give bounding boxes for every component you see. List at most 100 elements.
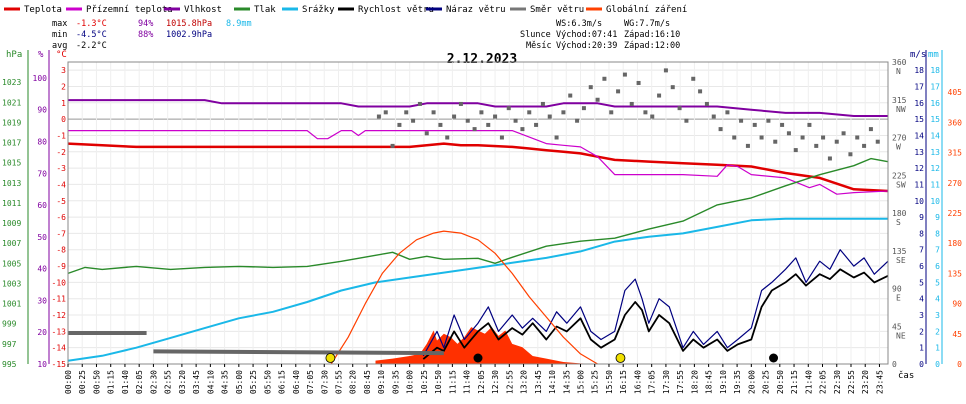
- y-tick-label-temp: -15: [52, 360, 67, 369]
- x-tick-label: 20:50: [776, 370, 785, 394]
- y-tick-label-mm: 8: [935, 229, 940, 238]
- astro-info: WS:6.3m/s WG:7.7m/s Slunce Východ:07:41 …: [520, 19, 680, 51]
- wind-direction-point: [472, 127, 477, 132]
- wind-direction-point: [684, 118, 689, 123]
- stats-min-hum: 88%: [138, 30, 153, 40]
- wind-direction-point: [636, 80, 641, 85]
- y-tick-label-temp: 3: [61, 66, 66, 75]
- y-tick-label-ms: 14: [914, 131, 924, 140]
- x-tick-label: 15:00: [577, 370, 586, 394]
- series-line-rychlost-v-tru: [422, 268, 889, 360]
- legend-item-srazky: Srážky: [282, 5, 335, 15]
- y-tick-label-dir: 180: [892, 209, 907, 218]
- series-line-vlhkost: [68, 99, 888, 117]
- wind-direction-point: [493, 114, 498, 119]
- x-tick-label: 04:35: [221, 370, 230, 394]
- y-tick-label-hpa: 1017: [2, 139, 21, 148]
- y-tick-label-pct: 80: [37, 137, 47, 146]
- wind-direction-point: [868, 127, 873, 132]
- stats-max-rain: 8.9mm: [226, 19, 252, 29]
- y-tick-label-mm: 5: [935, 278, 940, 287]
- x-tick-label: 09:10: [377, 370, 386, 394]
- wind-direction-point: [458, 101, 463, 106]
- moon-marker-icon: [769, 353, 779, 363]
- y-tick-label-temp: -5: [56, 197, 66, 206]
- y-tick-label-ms: 4: [919, 295, 924, 304]
- x-tick-label: 16:15: [619, 370, 628, 394]
- y-tick-label-wm2: 0: [957, 360, 962, 369]
- y-tick-label-dir: 270: [892, 134, 907, 143]
- y-tick-label-ms: 7: [919, 246, 924, 255]
- wind-direction-point: [704, 101, 709, 106]
- y-tick-label-temp: -14: [52, 344, 67, 353]
- x-tick-label: 07:05: [306, 370, 315, 394]
- x-tick-label: 00:25: [78, 370, 87, 394]
- stats-max-hum: 94%: [138, 19, 153, 29]
- y-tick-label-temp: -7: [56, 229, 66, 238]
- wind-direction-point: [827, 156, 832, 161]
- x-tick-label: 11:15: [448, 370, 457, 394]
- legend-label: Teplota: [24, 5, 62, 15]
- y-tick-label-ms: 10: [914, 197, 924, 206]
- y-tick-label-mm: 0: [935, 360, 940, 369]
- axis-unit-hpa: hPa: [6, 50, 22, 60]
- y-tick-label-mm: 11: [930, 180, 940, 189]
- y-tick-label-dir: 0: [892, 360, 897, 369]
- y-tick-label-mm: 14: [930, 131, 940, 140]
- x-tick-label: 00:50: [92, 370, 101, 394]
- wind-direction-point: [732, 135, 737, 140]
- stats-block: max -1.3°C 94% 1015.8hPa 8.9mm min -4.5°…: [52, 19, 252, 51]
- series-line-teplota: [67, 142, 889, 193]
- wind-direction-point: [780, 122, 785, 127]
- y-tick-label-temp: -1: [56, 131, 66, 140]
- sun-label: Slunce: [520, 30, 551, 40]
- y-tick-label-wm2: 405: [948, 88, 963, 97]
- y-tick-label-mm: 4: [935, 295, 940, 304]
- x-tick-label: 12:05: [477, 370, 486, 394]
- axis-unit-temp: °C: [56, 50, 67, 60]
- y-tick-label-mm: 9: [935, 213, 940, 222]
- y-tick-label-mm: 15: [930, 115, 940, 124]
- y-tick-label-wm2: 135: [948, 269, 963, 278]
- wind-direction-point: [848, 152, 853, 157]
- wind-direction-point: [711, 114, 716, 119]
- legend-item-teplota: Teplota: [4, 5, 62, 15]
- y-tick-label-mm: 3: [935, 311, 940, 320]
- y-tick-label-ms: 12: [914, 164, 924, 173]
- x-tick-label: 23:20: [861, 370, 870, 394]
- wind-direction-point: [643, 110, 648, 115]
- x-tick-label: 16:40: [633, 370, 642, 394]
- legend-item-smer-vetru: Směr větru: [510, 5, 584, 15]
- y-tick-label-hpa: 997: [2, 340, 17, 349]
- x-tick-label: 01:15: [107, 370, 116, 394]
- legend-label: Srážky: [302, 5, 335, 15]
- y-tick-label-wm2: 270: [948, 179, 963, 188]
- x-tick-label: 05:00: [235, 370, 244, 394]
- x-tick-label: 00:00: [64, 370, 73, 394]
- x-tick-label: 22:30: [833, 370, 842, 394]
- y-tick-label-hpa: 995: [2, 360, 17, 369]
- legend-label: Globální záření: [606, 5, 687, 15]
- y-tick-letter-dir: SE: [896, 256, 906, 265]
- y-tick-label-wm2: 180: [948, 239, 963, 248]
- x-tick-label: 08:45: [363, 370, 372, 394]
- stats-max-press: 1015.8hPa: [166, 19, 212, 29]
- y-tick-letter-dir: NE: [896, 331, 906, 340]
- wind-direction-point: [862, 143, 867, 148]
- x-tick-label: 09:35: [391, 370, 400, 394]
- wind-direction-point: [588, 85, 593, 90]
- y-tick-label-temp: -2: [56, 148, 66, 157]
- y-tick-label-pct: 40: [37, 265, 47, 274]
- x-tick-label: 19:10: [719, 370, 728, 394]
- y-tick-label-dir: 135: [892, 247, 907, 256]
- y-tick-label-mm: 18: [930, 66, 940, 75]
- legend-label: Přízemní teplota: [86, 5, 173, 15]
- y-tick-label-hpa: 1011: [2, 199, 21, 208]
- moon-label: Měsíc: [526, 41, 552, 51]
- wind-direction-point: [739, 118, 744, 123]
- wind-direction-point: [561, 110, 566, 115]
- x-axis-label: čas: [898, 370, 914, 381]
- y-tick-label-ms: 0: [919, 360, 924, 369]
- y-tick-label-mm: 6: [935, 262, 940, 271]
